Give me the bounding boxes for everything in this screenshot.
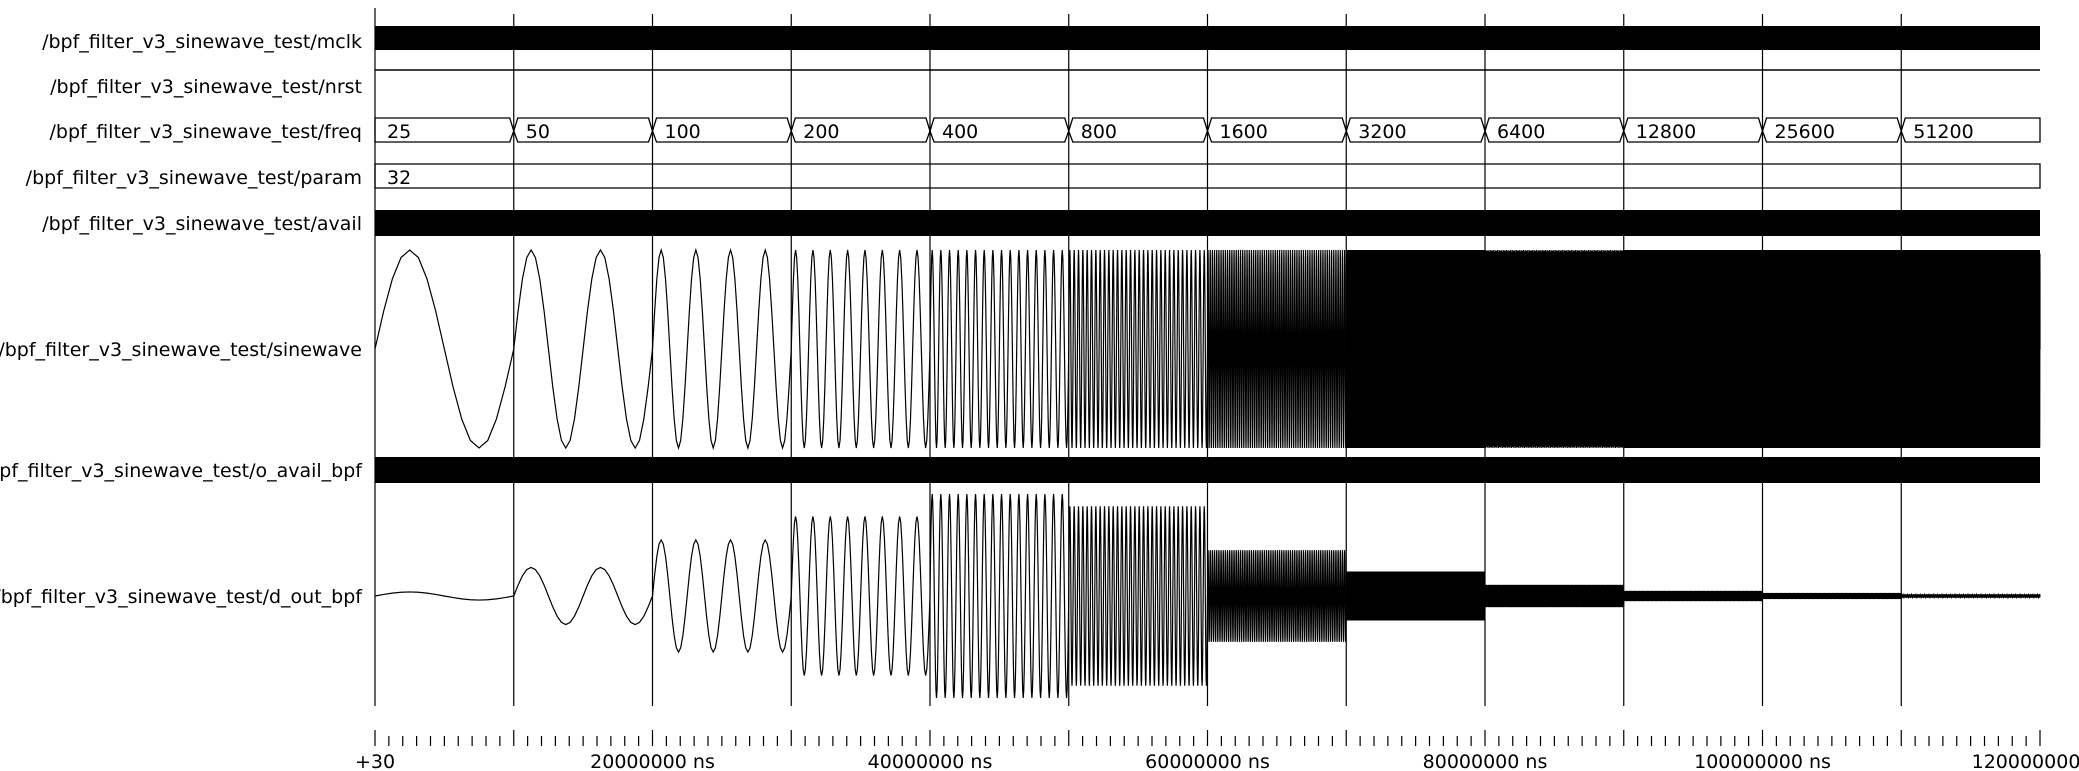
analog-trace-segment — [790, 249, 931, 449]
time-gridlines — [374, 8, 1902, 706]
analog-trace-segment — [1068, 506, 1209, 686]
axis-tick-label: 100000000 ns — [1694, 751, 1831, 771]
analog-trace-segment — [790, 516, 931, 676]
bus-value: 100 — [665, 121, 701, 143]
analog-trace-segment — [929, 249, 1070, 449]
axis-tick-label: 20000000 ns — [590, 751, 715, 771]
signal-name: /bpf_filter_v3_sinewave_test/sinewave — [0, 339, 362, 361]
signal-name: /bpf_filter_v3_sinewave_test/param — [26, 167, 362, 189]
signal-name-column: /bpf_filter_v3_sinewave_test/mclk/bpf_fi… — [0, 31, 363, 608]
axis-tick-label: 60000000 ns — [1145, 751, 1270, 771]
axis-tick-label: 80000000 ns — [1423, 751, 1548, 771]
bus-value: 32 — [387, 167, 411, 189]
bus-value: 12800 — [1636, 121, 1696, 143]
analog-trace-segment — [1068, 249, 1209, 449]
signal-name: /bpf_filter_v3_sinewave_test/freq — [50, 121, 363, 143]
analog-trace-segment — [1484, 250, 1625, 448]
bus-value: 51200 — [1913, 121, 1973, 143]
axis-tick-label: 40000000 ns — [868, 751, 993, 771]
analog-dense-fill — [1901, 594, 2040, 598]
axis-tick-label: +30 — [355, 751, 395, 771]
bus-value: 25 — [387, 121, 411, 143]
signal-name: /bpf_filter_v3_sinewave_test/d_out_bpf — [0, 586, 363, 608]
analog-dense-fill — [1623, 250, 1763, 448]
analog-dense-fill — [1901, 250, 2040, 448]
analog-trace-segment — [513, 566, 654, 626]
bus-value: 25600 — [1775, 121, 1835, 143]
analog-dense-fill — [1762, 250, 1902, 448]
signal-name: /bpf_filter_v3_sinewave_test/nrst — [50, 76, 362, 98]
analog-trace-segment — [1345, 571, 1486, 621]
bus-value: 800 — [1081, 121, 1117, 143]
signal-name: /bpf_filter_v3_sinewave_test/o_avail_bpf — [0, 460, 363, 482]
bus-value: 3200 — [1358, 121, 1406, 143]
bus-value: 50 — [526, 121, 550, 143]
analog-trace-segment — [1484, 584, 1625, 608]
axis-tick-label: 120000000 ns — [1972, 751, 2079, 771]
analog-trace-segment — [1206, 249, 1347, 449]
analog-dense-fill — [1623, 590, 1763, 602]
analog-dense-fill — [1762, 592, 1902, 600]
analog-trace-segment — [374, 249, 515, 449]
signal-name: /bpf_filter_v3_sinewave_test/mclk — [42, 31, 362, 53]
signal-name: /bpf_filter_v3_sinewave_test/avail — [42, 213, 362, 235]
analog-trace-segment — [513, 248, 654, 450]
time-axis: +30 20000000 ns 40000000 ns 60000000 ns 8000… — [355, 730, 2079, 771]
analog-trace-segment — [1206, 550, 1347, 642]
analog-trace-segment — [929, 493, 1070, 699]
bus-value: 400 — [942, 121, 978, 143]
bus-value: 6400 — [1497, 121, 1545, 143]
analog-trace-segment — [1345, 249, 1486, 449]
analog-trace-segment — [374, 591, 514, 601]
bus-value: 200 — [803, 121, 839, 143]
bus-value: 1600 — [1220, 121, 1268, 143]
analog-trace-segment — [651, 247, 792, 451]
analog-trace-segment — [651, 538, 792, 654]
